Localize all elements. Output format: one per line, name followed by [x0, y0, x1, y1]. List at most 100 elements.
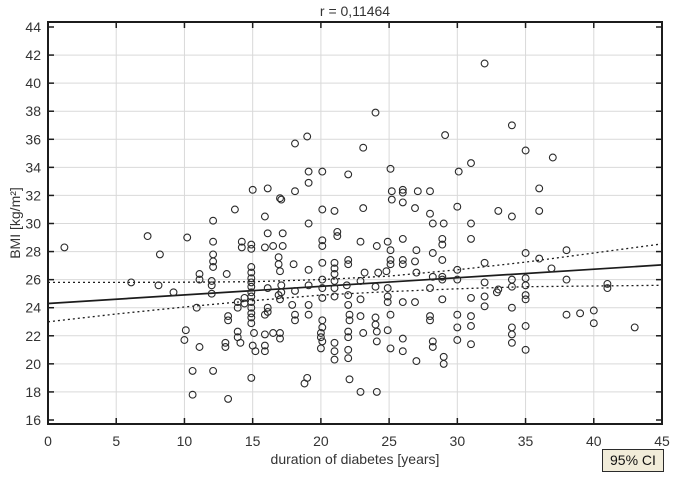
scatter-point	[453, 265, 462, 274]
scatter-point	[426, 316, 434, 325]
scatter-point	[304, 300, 313, 309]
scatter-point	[344, 327, 353, 336]
x-tick-label: 10	[177, 433, 193, 449]
x-tick-label: 5	[112, 433, 120, 449]
scatter-point	[333, 232, 342, 241]
scatter-point	[344, 345, 353, 354]
scatter-point	[224, 312, 233, 321]
scatter-point	[386, 260, 395, 269]
scatter-point	[426, 187, 434, 196]
scatter-point	[230, 205, 239, 214]
scatter-point	[521, 146, 530, 155]
y-tick-label: 22	[25, 328, 41, 344]
scatter-point	[426, 284, 434, 293]
scatter-point	[291, 286, 299, 295]
scatter-point	[428, 337, 437, 346]
scatter-point	[207, 281, 216, 290]
scatter-point	[247, 313, 256, 322]
scatter-point	[383, 326, 392, 335]
scatter-point	[356, 295, 365, 304]
scatter-point	[438, 240, 447, 249]
scatter-point	[316, 329, 325, 337]
scatter-point	[398, 298, 407, 307]
scatter-point	[247, 282, 256, 291]
scatter-point	[304, 310, 313, 319]
scatter-point	[438, 272, 447, 281]
scatter-point	[356, 312, 365, 321]
scatter-point	[535, 184, 544, 193]
scatter-point	[154, 281, 163, 290]
y-tick-label: 40	[25, 75, 41, 91]
scatter-point	[247, 244, 256, 253]
scatter-point	[360, 268, 369, 277]
scatter-point	[318, 242, 327, 250]
ci-legend: 95% CI	[602, 449, 664, 472]
scatter-point	[188, 366, 197, 375]
scatter-point	[371, 282, 380, 291]
x-tick-label: 40	[586, 433, 602, 449]
scatter-point	[330, 264, 339, 273]
y-tick-label: 20	[25, 356, 41, 372]
scatter-point	[438, 256, 447, 264]
scatter-point	[304, 167, 313, 176]
scatter-point	[411, 257, 419, 266]
scatter-point	[413, 187, 422, 196]
scatter-point	[383, 284, 392, 293]
scatter-point	[330, 338, 339, 347]
scatter-point	[318, 284, 327, 293]
scatter-point	[188, 390, 197, 399]
scatter-point	[454, 167, 463, 176]
scatter-point	[345, 310, 354, 319]
scatter-point	[209, 263, 218, 271]
scatter-point	[221, 338, 230, 347]
scatter-point	[318, 205, 327, 214]
y-tick-label: 28	[25, 244, 41, 260]
x-tick-label: 35	[518, 433, 534, 449]
scatter-point	[277, 195, 286, 204]
y-tick-label: 36	[25, 131, 41, 147]
x-axis-label: duration of diabetes [years]	[270, 451, 440, 467]
scatter-point	[291, 187, 299, 196]
scatter-point	[344, 300, 353, 309]
scatter-point	[507, 323, 516, 332]
scatter-point	[371, 313, 380, 322]
scatter-point	[398, 347, 407, 356]
scatter-point	[181, 326, 190, 335]
scatter-point	[453, 310, 462, 319]
scatter-point	[237, 237, 246, 246]
scatter-point	[467, 340, 475, 349]
scatter-point	[169, 288, 178, 297]
scatter-point	[344, 170, 353, 179]
scatter-point	[439, 359, 448, 368]
scatter-point	[291, 310, 299, 319]
scatter-point	[521, 281, 530, 290]
scatter-point	[359, 329, 368, 337]
scatter-point	[247, 319, 256, 328]
scatter-point	[480, 59, 489, 68]
scatter-point	[222, 270, 231, 278]
scatter-point	[521, 249, 530, 257]
scatter-point	[603, 279, 612, 288]
scatter-point	[195, 270, 204, 278]
scatter-point	[439, 352, 448, 361]
y-tick-label: 38	[25, 103, 41, 119]
scatter-point	[398, 260, 407, 269]
scatter-point	[398, 334, 407, 343]
scatter-point	[386, 310, 395, 319]
scatter-point	[428, 219, 437, 228]
scatter-point	[247, 274, 256, 283]
scatter-point	[480, 258, 489, 267]
scatter-point	[453, 202, 462, 211]
scatter-point	[441, 131, 450, 140]
scatter-point	[576, 309, 585, 318]
scatter-point	[276, 334, 284, 343]
scatter-point	[507, 212, 516, 221]
scatter-point	[247, 278, 256, 287]
scatter-point	[467, 322, 475, 330]
scatter-point	[398, 185, 407, 194]
scatter-point	[127, 278, 136, 287]
y-axis-label: BMI [kg/m²]	[7, 187, 23, 259]
scatter-point	[382, 267, 391, 276]
scatter-point	[372, 242, 381, 250]
scatter-point	[344, 256, 353, 264]
